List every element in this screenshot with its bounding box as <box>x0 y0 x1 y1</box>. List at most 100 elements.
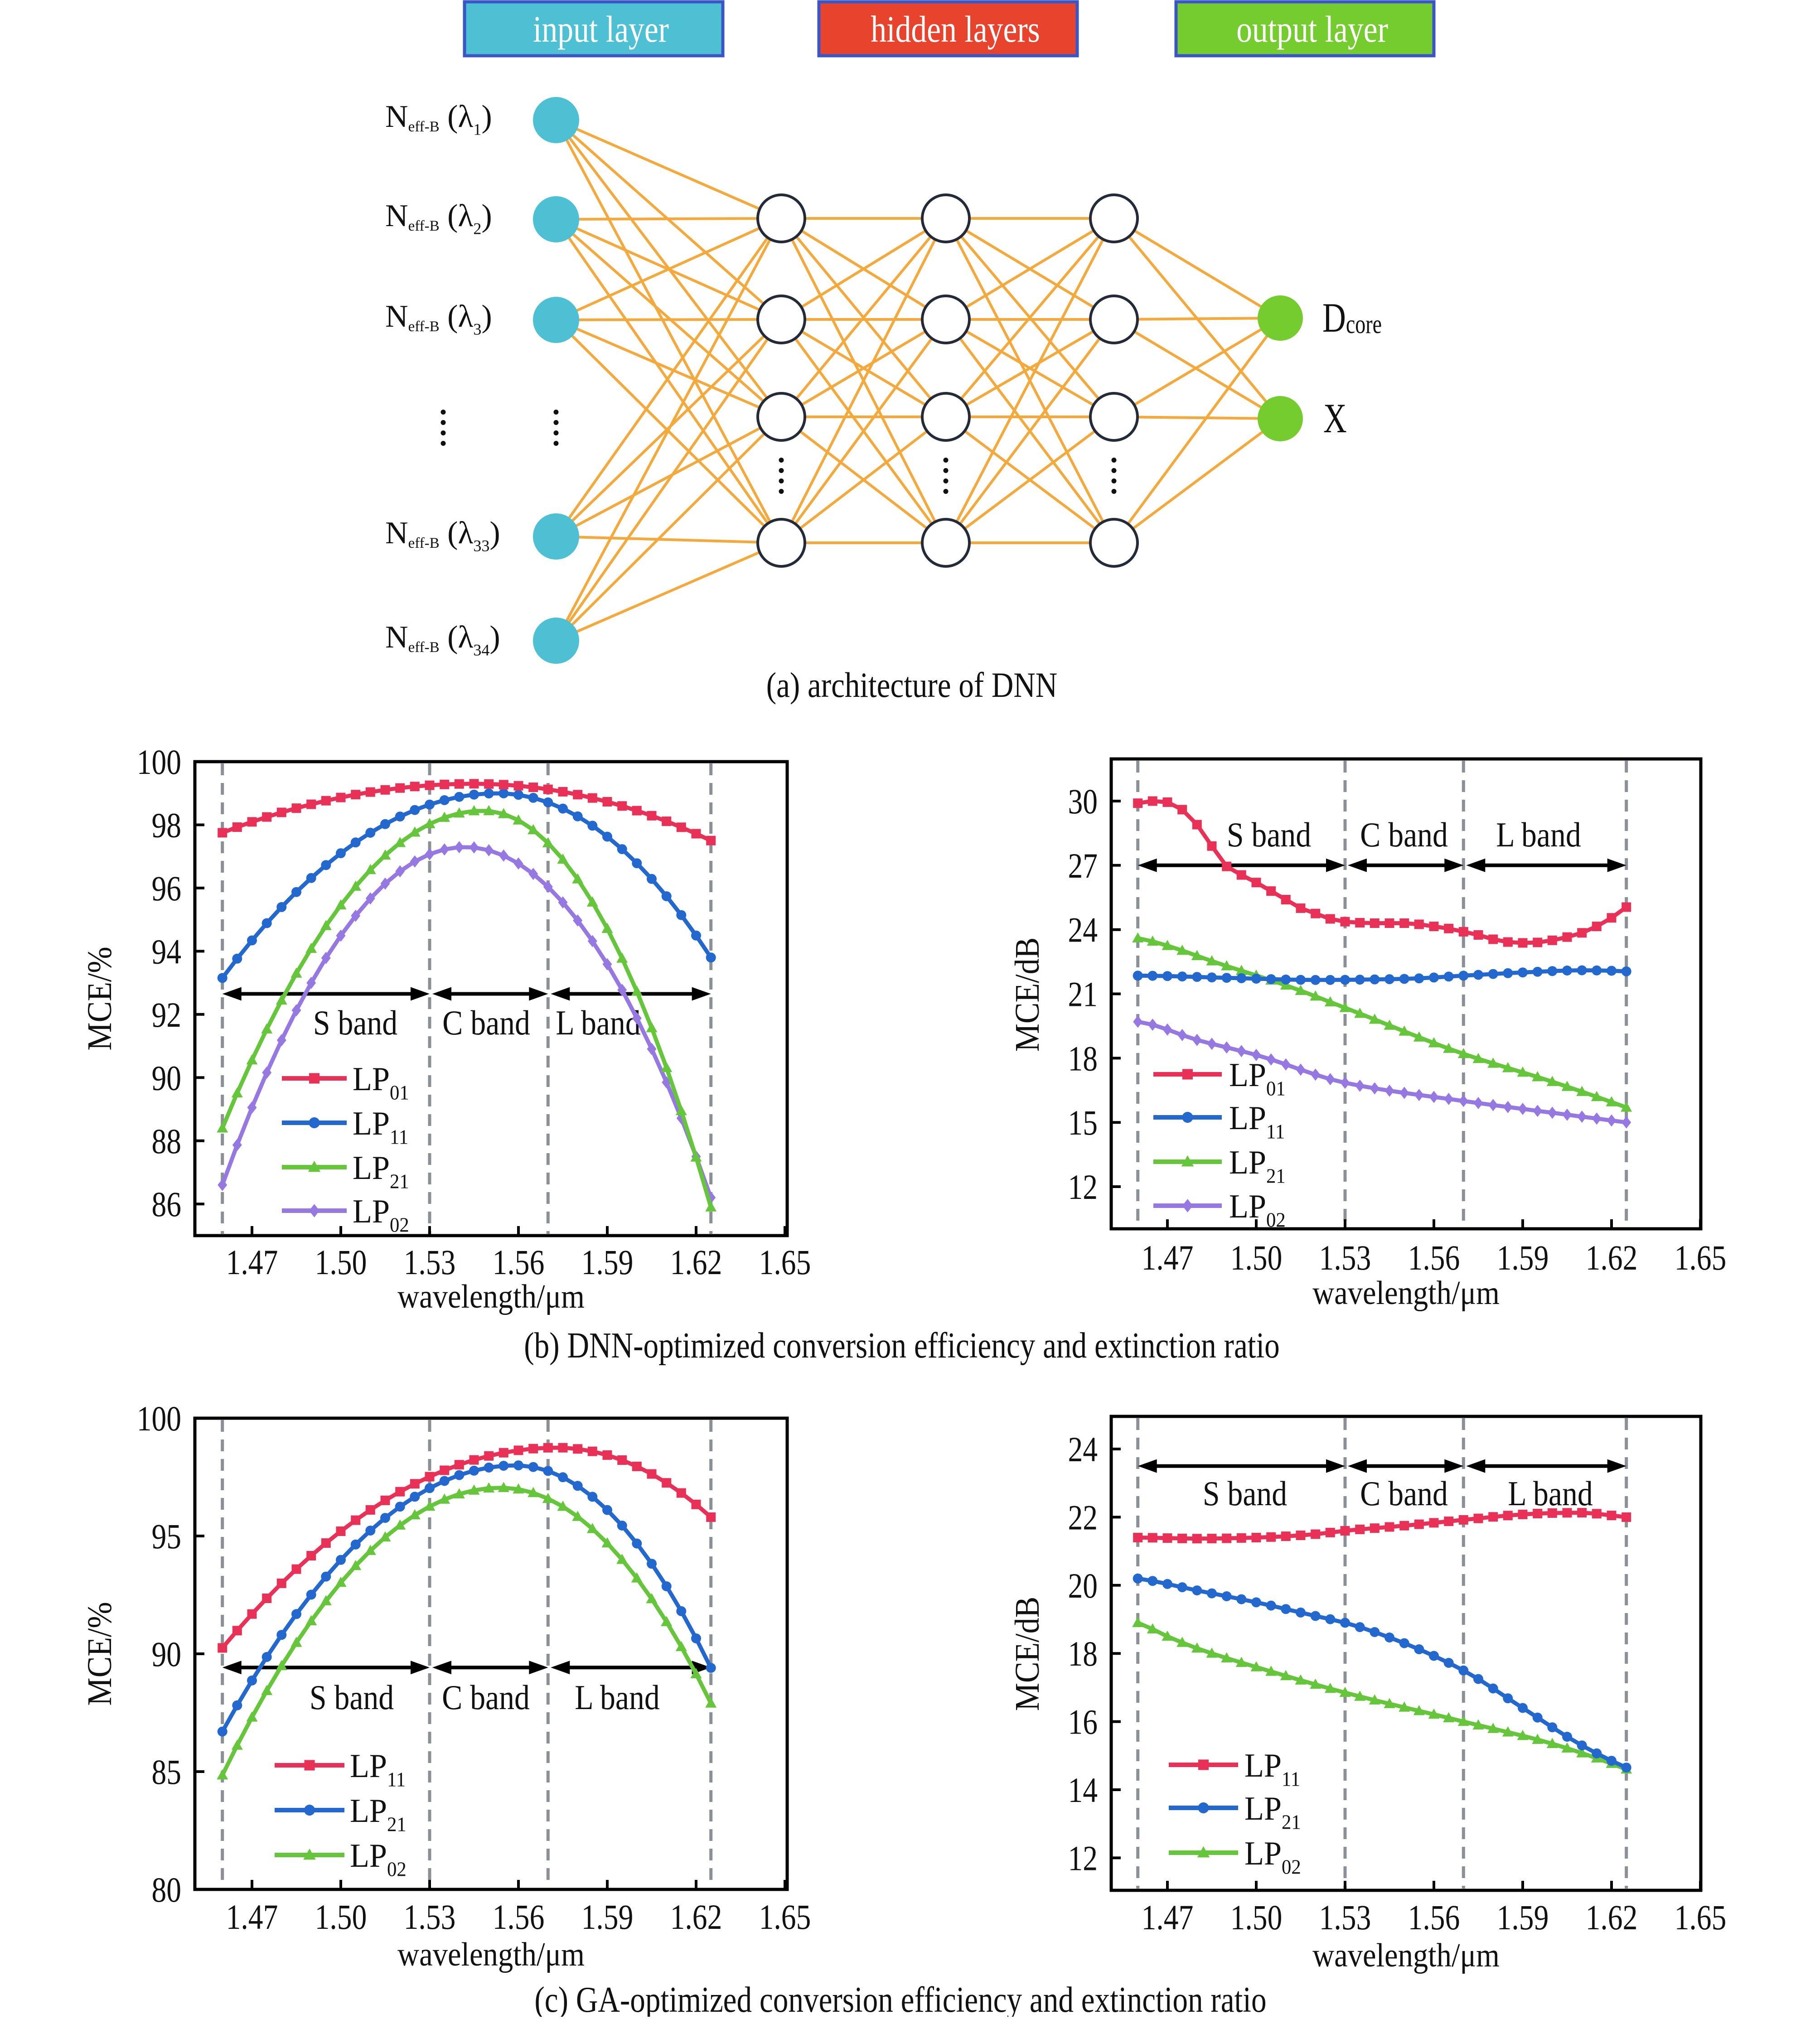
svg-text:LP21: LP21 <box>350 1792 407 1836</box>
svg-text:Neff-B (λ2): Neff-B (λ2) <box>385 198 492 238</box>
svg-text:wavelength/μm: wavelength/μm <box>1312 1275 1500 1312</box>
svg-text:1.62: 1.62 <box>670 1243 722 1282</box>
svg-text:20: 20 <box>1068 1566 1098 1605</box>
svg-text:(c) GA-optimized conversion ef: (c) GA-optimized conversion efficiency a… <box>534 1980 1266 2017</box>
svg-text:86: 86 <box>151 1185 181 1224</box>
svg-text:1.62: 1.62 <box>670 1898 722 1937</box>
svg-text:LP11: LP11 <box>1229 1099 1285 1143</box>
svg-text:1.56: 1.56 <box>493 1898 545 1937</box>
svg-text:100: 100 <box>137 1399 181 1439</box>
svg-text:LP02: LP02 <box>1244 1835 1301 1879</box>
svg-text:1.47: 1.47 <box>226 1243 278 1282</box>
svg-text:L band: L band <box>1508 1474 1593 1513</box>
svg-text:1.65: 1.65 <box>759 1243 811 1282</box>
svg-text:1.65: 1.65 <box>759 1898 811 1937</box>
svg-text:MCE/%: MCE/% <box>80 1602 118 1705</box>
svg-text:C band: C band <box>442 1678 530 1717</box>
svg-text:wavelength/μm: wavelength/μm <box>397 1278 585 1315</box>
svg-text:MCE/dB: MCE/dB <box>1008 1597 1046 1711</box>
svg-text:S band: S band <box>1227 815 1311 854</box>
svg-text:1.62: 1.62 <box>1586 1898 1638 1937</box>
svg-text:L band: L band <box>1496 815 1581 854</box>
svg-text:1.56: 1.56 <box>493 1243 545 1282</box>
svg-text:hidden layers: hidden layers <box>871 8 1040 50</box>
svg-text:14: 14 <box>1068 1771 1098 1810</box>
svg-text:L band: L band <box>575 1678 660 1717</box>
svg-text:output layer: output layer <box>1236 8 1388 50</box>
svg-text:96: 96 <box>151 869 181 908</box>
svg-text:95: 95 <box>151 1517 181 1556</box>
svg-text:LP02: LP02 <box>1229 1188 1286 1232</box>
svg-text:LP21: LP21 <box>1229 1144 1286 1188</box>
svg-text:LP01: LP01 <box>353 1060 409 1104</box>
svg-text:wavelength/μm: wavelength/μm <box>1312 1937 1500 1974</box>
svg-text:C band: C band <box>442 1003 530 1042</box>
svg-text:1.53: 1.53 <box>1319 1238 1371 1278</box>
svg-text:LP02: LP02 <box>353 1193 409 1237</box>
svg-text:1.50: 1.50 <box>1230 1898 1283 1937</box>
svg-text:98: 98 <box>151 806 181 845</box>
svg-text:1.47: 1.47 <box>1142 1238 1194 1278</box>
svg-text:18: 18 <box>1068 1634 1098 1674</box>
svg-text:24: 24 <box>1068 910 1098 950</box>
svg-text:1.50: 1.50 <box>315 1243 367 1282</box>
svg-text:Neff-B (λ3): Neff-B (λ3) <box>385 299 492 338</box>
svg-text:1.59: 1.59 <box>1497 1898 1549 1937</box>
svg-text:Dcore: Dcore <box>1322 294 1382 341</box>
svg-text:1.59: 1.59 <box>581 1898 634 1937</box>
svg-text:18: 18 <box>1068 1039 1098 1078</box>
svg-text:1.47: 1.47 <box>226 1898 278 1937</box>
svg-text:12: 12 <box>1068 1168 1098 1207</box>
svg-text:MCE/dB: MCE/dB <box>1008 937 1046 1052</box>
svg-text:LP02: LP02 <box>350 1837 407 1881</box>
svg-text:27: 27 <box>1068 846 1098 885</box>
svg-text:1.53: 1.53 <box>404 1243 456 1282</box>
svg-text:L band: L band <box>556 1003 641 1042</box>
svg-text:1.56: 1.56 <box>1408 1238 1460 1278</box>
svg-text:21: 21 <box>1068 975 1098 1014</box>
svg-text:input layer: input layer <box>533 8 669 50</box>
svg-text:1.50: 1.50 <box>315 1898 367 1937</box>
svg-text:S band: S band <box>1203 1474 1287 1513</box>
svg-text:1.47: 1.47 <box>1142 1898 1194 1937</box>
svg-text:C band: C band <box>1360 1474 1448 1513</box>
svg-text:80: 80 <box>151 1870 181 1910</box>
svg-text:85: 85 <box>151 1753 181 1792</box>
svg-text:MCE/%: MCE/% <box>80 947 118 1050</box>
svg-text:(b) DNN-optimized conversion e: (b) DNN-optimized conversion efficiency … <box>524 1325 1279 1366</box>
svg-text:1.62: 1.62 <box>1586 1238 1638 1278</box>
svg-text:Neff-B (λ34): Neff-B (λ34) <box>385 620 500 659</box>
svg-text:(a) architecture of DNN: (a) architecture of DNN <box>766 665 1057 705</box>
svg-text:Neff-B (λ1): Neff-B (λ1) <box>385 99 492 139</box>
svg-text:15: 15 <box>1068 1103 1098 1143</box>
svg-text:LP11: LP11 <box>1244 1747 1300 1791</box>
svg-text:C band: C band <box>1360 815 1448 854</box>
svg-text:90: 90 <box>151 1635 181 1674</box>
svg-text:16: 16 <box>1068 1702 1098 1742</box>
svg-text:S band: S band <box>313 1003 397 1042</box>
svg-text:wavelength/μm: wavelength/μm <box>397 1936 585 1973</box>
svg-text:S band: S band <box>310 1678 394 1717</box>
svg-text:90: 90 <box>151 1058 181 1098</box>
svg-text:1.59: 1.59 <box>1497 1238 1549 1278</box>
svg-text:X: X <box>1323 395 1347 441</box>
svg-text:1.65: 1.65 <box>1675 1238 1727 1278</box>
svg-text:1.53: 1.53 <box>1319 1898 1371 1937</box>
svg-text:22: 22 <box>1068 1498 1098 1537</box>
svg-text:LP21: LP21 <box>353 1149 409 1193</box>
svg-text:LP21: LP21 <box>1244 1790 1301 1834</box>
svg-text:LP11: LP11 <box>350 1747 406 1791</box>
svg-text:LP11: LP11 <box>353 1105 408 1149</box>
svg-text:12: 12 <box>1068 1839 1098 1878</box>
svg-text:92: 92 <box>151 995 181 1034</box>
svg-text:94: 94 <box>151 932 181 971</box>
svg-text:1.65: 1.65 <box>1675 1898 1727 1937</box>
svg-text:24: 24 <box>1068 1430 1098 1469</box>
svg-text:88: 88 <box>151 1121 181 1161</box>
svg-text:1.56: 1.56 <box>1408 1898 1460 1937</box>
svg-text:30: 30 <box>1068 782 1098 821</box>
svg-text:100: 100 <box>137 743 181 782</box>
svg-text:1.50: 1.50 <box>1230 1238 1283 1278</box>
svg-text:LP01: LP01 <box>1229 1056 1286 1100</box>
svg-text:Neff-B (λ33): Neff-B (λ33) <box>385 516 500 555</box>
